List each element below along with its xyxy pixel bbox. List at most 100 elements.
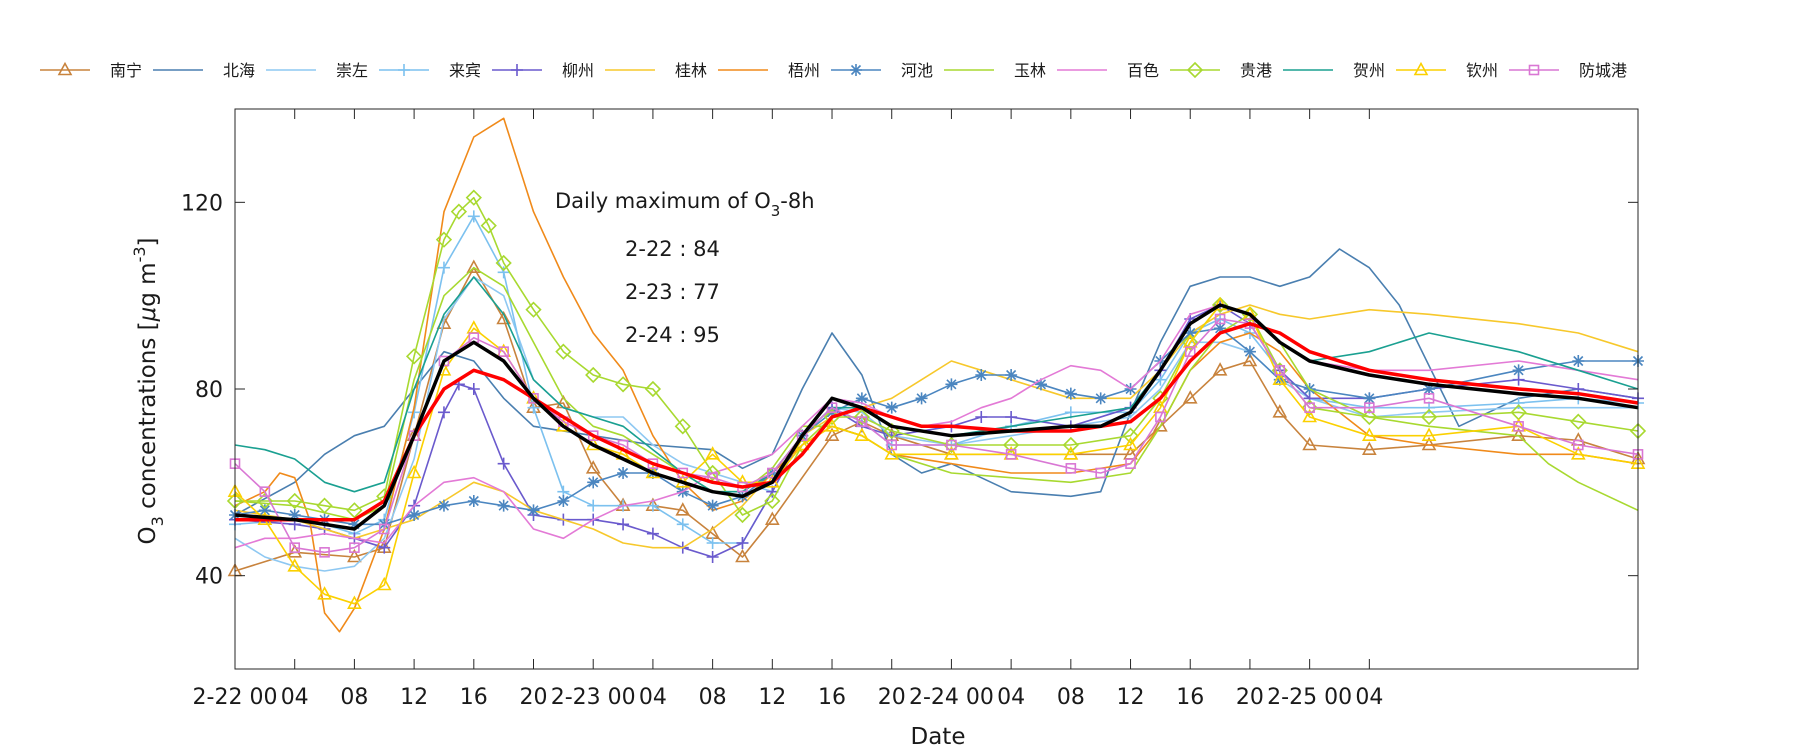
data-point-13-10 — [528, 393, 539, 404]
data-point-10-3 — [316, 497, 333, 514]
annotation-box: Daily maximum of O3-8h 2-22 : 84 2-23 : 77… — [555, 189, 815, 347]
data-point-10-30 — [1182, 334, 1199, 351]
x-tick-label-9: 12 — [758, 685, 786, 710]
legend-marker-10 — [1186, 61, 1204, 79]
data-point-13-27 — [1125, 458, 1136, 469]
data-point-7-6 — [408, 509, 421, 521]
data-point-0-25 — [1182, 390, 1198, 404]
legend-label-2: 崇左 — [336, 61, 368, 80]
x-tick-label-17: 20 — [1236, 685, 1264, 710]
x-tick-label-10: 16 — [818, 685, 846, 710]
data-point-0-16 — [764, 511, 780, 525]
legend-item-5: 桂林 — [605, 61, 707, 80]
data-point-12-3 — [317, 586, 332, 600]
series-4 — [229, 299, 1644, 563]
data-point-7-23 — [915, 392, 928, 405]
data-point-10-4 — [346, 502, 363, 519]
data-point-0-6 — [466, 259, 482, 273]
data-point-7-2 — [288, 509, 301, 521]
legend-item-8: 玉林 — [944, 61, 1046, 80]
legend-label-5: 桂林 — [675, 61, 707, 80]
data-point-13-28 — [1155, 411, 1166, 423]
data-point-10-28 — [1122, 427, 1139, 444]
data-point-4-25 — [1005, 411, 1018, 423]
legend-marker-3 — [398, 64, 410, 76]
data-point-13-29 — [1184, 346, 1196, 357]
x-axis-title: Date — [911, 724, 966, 750]
data-point-10-7 — [435, 231, 453, 248]
data-point-13-32 — [1274, 365, 1286, 376]
data-point-10-10 — [480, 217, 497, 234]
data-point-13-25 — [1065, 463, 1077, 474]
x-tick-label-7: 04 — [639, 685, 667, 710]
data-point-4-14 — [646, 527, 659, 540]
data-point-10-12 — [525, 301, 542, 318]
data-point-7-25 — [975, 369, 988, 381]
legend-label-13: 防城港 — [1579, 61, 1627, 80]
data-point-4-16 — [706, 551, 719, 563]
data-point-7-40 — [1572, 355, 1585, 367]
x-tick-label-2: 08 — [340, 685, 368, 710]
data-point-12-22 — [884, 446, 900, 460]
legend-label-7: 河池 — [901, 61, 933, 80]
data-point-0-24 — [1153, 418, 1168, 432]
data-point-13-36 — [1513, 421, 1524, 432]
series-line-7 — [234, 327, 1638, 526]
y-axis-title-mid: concentrations [ — [135, 321, 161, 516]
data-point-12-4 — [347, 595, 362, 609]
data-point-7-7 — [437, 499, 450, 512]
data-point-7-28 — [1064, 387, 1077, 400]
data-point-3-11 — [587, 499, 600, 512]
series-1 — [234, 248, 1639, 516]
data-point-7-4 — [348, 518, 361, 531]
legend-label-11: 贺州 — [1353, 61, 1385, 80]
data-point-12-29 — [1212, 296, 1228, 311]
data-point-7-10 — [527, 504, 540, 517]
x-tick-label-1: 04 — [281, 685, 309, 710]
data-point-10-38 — [1570, 413, 1587, 430]
annotation-title: Daily maximum of O3-8h — [555, 189, 815, 220]
data-point-13-26 — [1095, 467, 1106, 479]
legend-item-6: 梧州 — [718, 61, 820, 80]
data-point-4-9 — [497, 457, 510, 470]
x-tick-label-12: 2-24 00 — [909, 685, 994, 710]
x-tick-label-14: 08 — [1057, 685, 1085, 710]
data-point-7-32 — [1184, 327, 1197, 339]
data-point-13-24 — [1005, 449, 1017, 460]
x-tick-label-8: 08 — [699, 685, 727, 710]
data-point-12-36 — [1570, 446, 1586, 460]
data-point-13-30 — [1214, 313, 1226, 325]
legend-marker-0 — [57, 61, 73, 76]
data-point-12-21 — [854, 427, 870, 441]
x-tick-label-5: 20 — [520, 685, 548, 710]
data-point-13-4 — [349, 542, 360, 553]
data-point-0-10 — [585, 460, 601, 474]
data-point-7-34 — [1243, 345, 1256, 358]
data-point-0-13 — [675, 502, 691, 516]
data-point-12-16 — [705, 446, 720, 460]
data-point-10-14 — [585, 366, 602, 384]
y-axis-title-mu: μ — [135, 307, 161, 323]
data-point-13-33 — [1304, 402, 1315, 413]
y-tick-label-0: 40 — [195, 565, 223, 590]
data-point-10-26 — [1002, 436, 1020, 454]
data-point-3-15 — [706, 537, 719, 549]
data-point-3-8 — [497, 266, 510, 279]
data-point-13-35 — [1423, 393, 1435, 404]
data-point-12-25 — [1063, 446, 1079, 460]
data-point-10-1 — [256, 492, 273, 510]
legend-item-10: 贵港 — [1170, 61, 1272, 80]
legend-marker-4 — [511, 64, 523, 76]
data-point-0-15 — [735, 548, 750, 563]
series-12 — [227, 296, 1646, 609]
data-point-12-23 — [944, 446, 959, 460]
legend-item-1: 北海 — [153, 61, 255, 80]
data-point-7-9 — [497, 499, 510, 512]
data-point-7-39 — [1512, 364, 1525, 377]
data-point-10-2 — [286, 492, 303, 510]
series-line-14 — [235, 321, 1639, 522]
data-point-13-12 — [587, 430, 599, 441]
data-point-4-8 — [467, 383, 480, 395]
